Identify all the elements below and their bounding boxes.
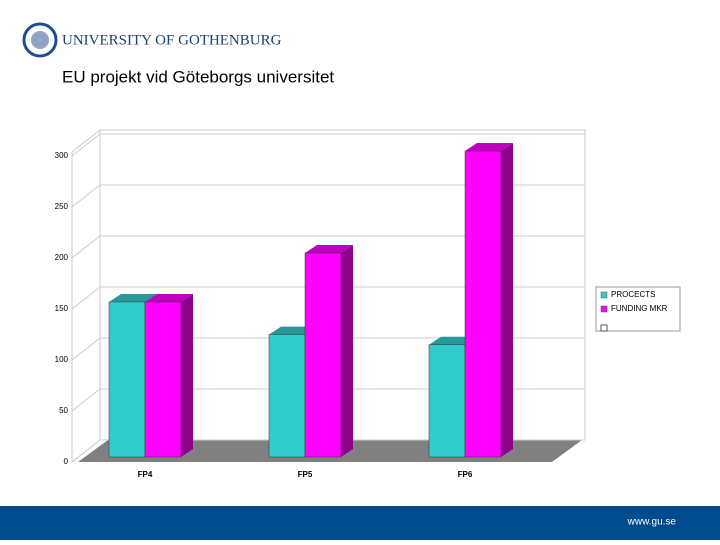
bar: [304, 252, 342, 458]
y-tick-label: 100: [55, 355, 69, 364]
logo-inner: [31, 31, 49, 49]
grid-line: [71, 133, 585, 157]
bar-top: [305, 245, 353, 253]
grid-line: [71, 388, 585, 412]
bar-side: [341, 245, 353, 457]
legend: [595, 286, 681, 332]
bar-top: [465, 143, 513, 151]
grid-line: [71, 337, 585, 361]
x-tick-label: FP6: [458, 470, 473, 479]
plot: [71, 133, 585, 463]
x-tick-label: FP5: [298, 470, 313, 479]
side-wall: [71, 128, 101, 464]
legend-swatch-empty: [600, 324, 608, 332]
bar-side: [181, 293, 193, 457]
bar-top: [109, 293, 157, 302]
legend-label: FUNDING MKR: [611, 304, 668, 313]
y-tick-label: 250: [55, 202, 69, 211]
y-tick-label: 50: [59, 406, 68, 415]
bar-top: [145, 293, 193, 302]
legend-swatch: [600, 291, 608, 299]
legend-label: PROCECTS: [611, 290, 655, 299]
y-tick-label: 150: [55, 304, 69, 313]
bar-side: [501, 143, 513, 457]
bar: [464, 150, 502, 458]
grid-line: [71, 184, 585, 208]
bar: [428, 344, 466, 458]
x-tick-label: FP4: [138, 470, 153, 479]
logo-text: UNIVERSITY OF GOTHENBURG: [62, 32, 282, 48]
bar: [144, 301, 182, 458]
footer-bar: [0, 506, 720, 540]
footer-url: www.gu.se: [627, 517, 677, 528]
bar: [108, 301, 146, 458]
logo: [22, 22, 58, 58]
chart-title: EU projekt vid Göteborgs universitet: [62, 67, 334, 86]
y-tick-label: 0: [64, 457, 69, 466]
grid-line: [71, 439, 585, 463]
legend-swatch: [600, 305, 608, 313]
y-tick-label: 200: [55, 253, 69, 262]
grid-line: [71, 286, 585, 310]
y-tick-label: 300: [55, 151, 69, 160]
bar: [268, 334, 306, 458]
grid-line: [71, 235, 585, 259]
